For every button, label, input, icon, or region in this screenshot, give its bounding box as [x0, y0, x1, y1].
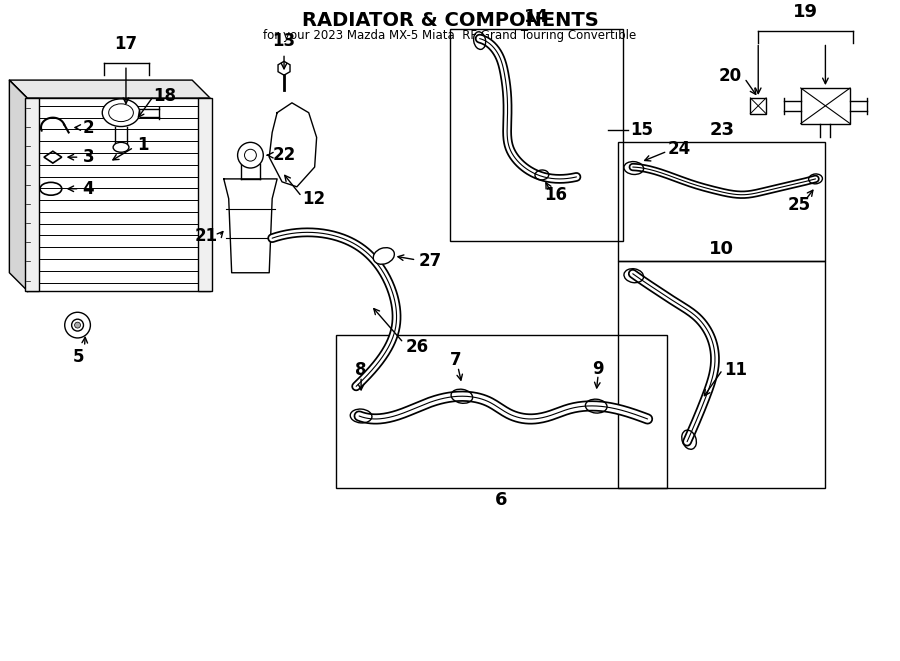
- Text: 14: 14: [524, 8, 548, 26]
- Text: for your 2023 Mazda MX-5 Miata  RF Grand Touring Convertible: for your 2023 Mazda MX-5 Miata RF Grand …: [264, 29, 636, 42]
- Circle shape: [238, 142, 264, 168]
- Text: 17: 17: [114, 36, 138, 54]
- Polygon shape: [9, 80, 210, 98]
- Text: 6: 6: [495, 491, 508, 509]
- Bar: [450, 28, 623, 241]
- Ellipse shape: [103, 99, 140, 126]
- Text: 5: 5: [73, 348, 85, 366]
- Text: 27: 27: [418, 252, 442, 270]
- Text: 18: 18: [154, 87, 176, 105]
- Text: 15: 15: [630, 120, 652, 139]
- Polygon shape: [9, 80, 27, 291]
- Text: 7: 7: [450, 351, 462, 369]
- Bar: [751, 98, 766, 114]
- Text: 21: 21: [194, 227, 218, 245]
- Circle shape: [65, 312, 90, 338]
- Polygon shape: [278, 61, 290, 75]
- Polygon shape: [27, 98, 210, 291]
- Text: 12: 12: [302, 190, 325, 208]
- Text: 19: 19: [793, 3, 818, 21]
- Bar: [25, 98, 39, 291]
- Bar: [618, 261, 825, 488]
- Bar: [337, 335, 667, 488]
- Text: 22: 22: [272, 146, 295, 164]
- Text: 9: 9: [592, 360, 604, 377]
- Text: 4: 4: [83, 180, 94, 198]
- Text: 16: 16: [544, 186, 567, 204]
- Text: 25: 25: [788, 196, 810, 214]
- Text: 24: 24: [667, 140, 690, 158]
- Text: 26: 26: [406, 338, 428, 356]
- Polygon shape: [224, 179, 277, 273]
- Bar: [801, 88, 850, 124]
- Text: 13: 13: [273, 32, 295, 50]
- Bar: [198, 98, 212, 291]
- Circle shape: [72, 319, 84, 331]
- Text: 10: 10: [709, 240, 734, 258]
- Text: 2: 2: [83, 118, 94, 137]
- Text: RADIATOR & COMPONENTS: RADIATOR & COMPONENTS: [302, 11, 598, 30]
- Text: 8: 8: [356, 360, 367, 379]
- Text: 3: 3: [83, 148, 94, 166]
- Circle shape: [75, 322, 80, 328]
- Text: 11: 11: [724, 360, 748, 379]
- Text: 23: 23: [709, 122, 734, 139]
- Text: 1: 1: [137, 136, 148, 154]
- Ellipse shape: [113, 142, 129, 152]
- Ellipse shape: [374, 248, 394, 264]
- Text: 20: 20: [718, 67, 742, 85]
- Bar: [618, 142, 825, 261]
